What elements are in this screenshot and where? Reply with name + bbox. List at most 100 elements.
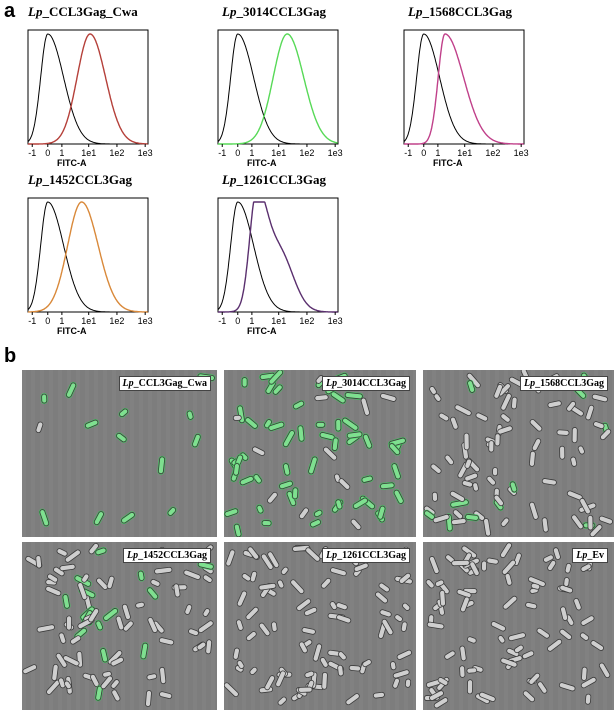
cell-body: [392, 669, 410, 679]
cell-body: [547, 400, 562, 408]
flow-histogram-plot: -1 0 1 1e1 1e2 1e3 FITC-A: [217, 197, 343, 336]
bacterium: [451, 518, 467, 526]
bacterium: [501, 559, 516, 575]
cell-body: [573, 598, 582, 611]
cell-body: [192, 433, 201, 448]
cell-body: [598, 515, 613, 525]
bacterium: [63, 680, 72, 690]
fluorescent-bacterium: [376, 505, 387, 521]
bacterium: [202, 574, 213, 583]
cell-body: [497, 425, 513, 435]
bacterium: [494, 433, 501, 447]
bacterium: [493, 383, 503, 399]
strain-prefix: Lp: [523, 378, 536, 389]
bacterium: [543, 554, 554, 563]
fluorescent-bacterium: [232, 462, 241, 477]
bacterium: [330, 567, 347, 577]
cell-body: [315, 421, 326, 428]
bacterium: [521, 650, 535, 660]
bacterium: [560, 606, 569, 621]
cell-body: [296, 598, 312, 612]
cell-body: [493, 383, 503, 399]
cell-body: [508, 632, 526, 642]
cell-body: [304, 670, 315, 679]
cell-body: [314, 394, 329, 402]
cell-body: [70, 635, 82, 645]
background-stripe: [350, 370, 354, 537]
control-histogram-curve: [27, 33, 148, 145]
bacterium: [147, 617, 158, 633]
bacterium: [110, 679, 120, 689]
cell-body: [245, 606, 259, 620]
bacterium: [598, 515, 613, 525]
fluorescent-bacterium: [307, 455, 319, 475]
bacterium: [528, 672, 541, 685]
fluorescent-bacterium: [252, 473, 263, 485]
cell-body: [313, 509, 323, 518]
micrograph-ccl3gag-cwa: Lp_CCL3Gag_Cwa: [22, 370, 217, 537]
cell-body: [235, 619, 244, 631]
cell-body: [402, 602, 411, 611]
background-stripe: [477, 370, 481, 537]
bacterium: [587, 514, 594, 531]
bacterium: [426, 621, 445, 630]
fluorescent-bacterium: [449, 498, 470, 509]
background-stripe: [166, 370, 170, 537]
cell-body: [454, 404, 472, 417]
cell-body: [110, 656, 124, 667]
fluorescent-bacterium: [379, 481, 396, 490]
control-histogram-curve: [403, 33, 524, 145]
bacterium: [541, 517, 549, 533]
cell-body: [464, 458, 472, 469]
cell-body: [451, 559, 470, 567]
bacterium: [504, 573, 513, 586]
x-tick-label: 1e1: [81, 148, 96, 158]
bacterium: [460, 596, 470, 613]
cell-body: [121, 512, 135, 524]
background-stripe: [278, 370, 282, 537]
background-stripe: [40, 542, 44, 710]
bacterium: [444, 454, 455, 466]
cell-body: [529, 419, 543, 432]
cell-body: [59, 563, 76, 572]
bacterium: [298, 641, 308, 654]
background-stripe: [612, 542, 614, 710]
cell-body: [500, 657, 518, 668]
cell-body: [398, 572, 411, 584]
fluorescent-bacterium: [94, 685, 104, 702]
background-stripe: [193, 370, 197, 537]
fluorescent-bacterium: [166, 506, 177, 517]
fluorescent-bacterium: [267, 421, 285, 432]
cell-body: [95, 620, 103, 631]
background-stripe: [242, 542, 246, 710]
histogram-title: Lp_1452CCL3Gag: [28, 172, 162, 188]
bacterium: [537, 681, 548, 694]
cell-body: [119, 408, 129, 418]
x-tick-label: 1e3: [138, 316, 153, 326]
cell-body: [500, 393, 512, 411]
bacterium: [77, 582, 88, 601]
panel-label-a: a: [4, 0, 16, 22]
bacterium: [55, 652, 68, 668]
cell-body: [429, 556, 440, 574]
micrograph-image: [224, 370, 416, 537]
bacterium: [35, 555, 42, 569]
bacterium: [529, 450, 536, 467]
cell-body: [233, 463, 240, 476]
cell-body: [375, 591, 388, 604]
bacterium: [159, 666, 167, 685]
bacterium: [47, 573, 59, 583]
fluorescent-bacterium: [423, 509, 436, 521]
fluorescent-bacterium: [309, 518, 322, 529]
cell-body: [88, 608, 100, 623]
cell-body: [39, 509, 50, 527]
cell-body: [437, 677, 449, 686]
cell-body: [404, 678, 412, 688]
bacterium: [111, 689, 121, 702]
cell-body: [35, 421, 44, 434]
bacterium: [454, 404, 472, 417]
cell-body: [536, 627, 550, 639]
cell-body: [205, 639, 213, 655]
cell-body: [593, 421, 605, 430]
cell-body: [388, 443, 401, 456]
